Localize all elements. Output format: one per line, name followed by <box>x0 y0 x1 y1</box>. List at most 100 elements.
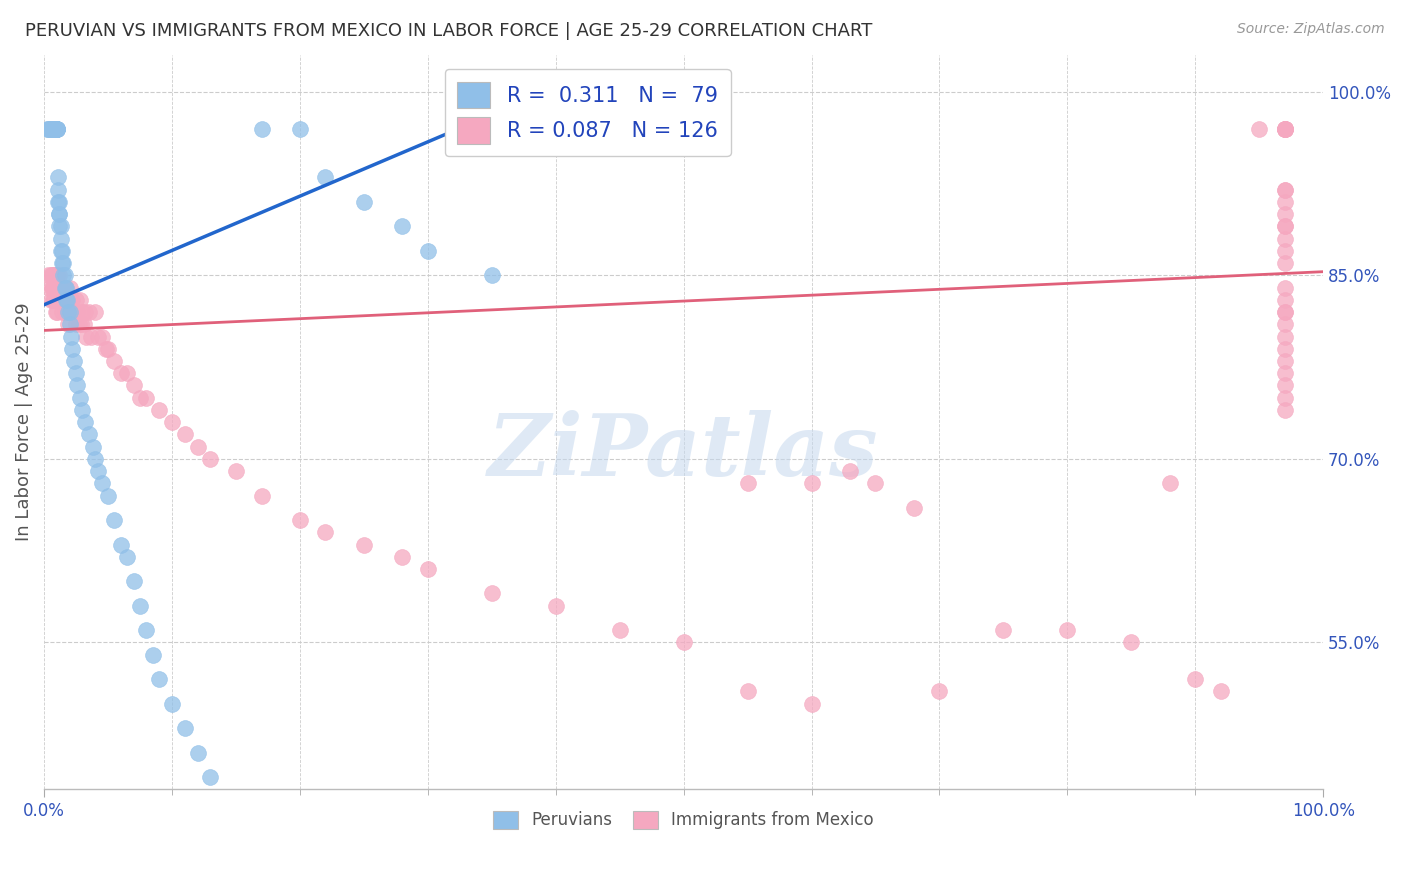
Point <box>56 305 79 319</box>
Point <box>62 354 84 368</box>
Point <box>1274 121 1296 136</box>
Point <box>45 121 67 136</box>
Point <box>45 121 67 136</box>
Point <box>1274 354 1296 368</box>
Point <box>288 513 311 527</box>
Point <box>49 293 72 307</box>
Point <box>737 476 759 491</box>
Point <box>1274 403 1296 417</box>
Point <box>135 391 157 405</box>
Point <box>148 672 170 686</box>
Point <box>110 537 132 551</box>
Y-axis label: In Labor Force | Age 25-29: In Labor Force | Age 25-29 <box>15 303 32 541</box>
Point <box>1056 623 1078 637</box>
Point <box>103 354 125 368</box>
Point <box>1274 219 1296 234</box>
Point <box>1274 329 1296 343</box>
Point <box>90 476 112 491</box>
Point <box>1184 672 1206 686</box>
Text: Source: ZipAtlas.com: Source: ZipAtlas.com <box>1237 22 1385 37</box>
Point <box>45 280 67 294</box>
Point <box>45 305 67 319</box>
Point <box>60 342 83 356</box>
Point <box>44 121 66 136</box>
Point <box>59 329 82 343</box>
Point <box>45 121 67 136</box>
Point <box>1274 194 1296 209</box>
Point <box>1274 342 1296 356</box>
Point <box>66 305 89 319</box>
Point <box>84 305 107 319</box>
Point <box>51 256 73 270</box>
Point <box>1274 121 1296 136</box>
Point <box>1274 391 1296 405</box>
Point <box>48 268 70 283</box>
Point <box>1121 635 1143 649</box>
Point <box>481 586 503 600</box>
Point <box>42 268 65 283</box>
Point <box>63 305 86 319</box>
Point <box>87 329 110 343</box>
Point <box>72 305 94 319</box>
Point <box>1274 232 1296 246</box>
Point <box>66 378 89 392</box>
Point <box>77 305 100 319</box>
Point <box>800 476 823 491</box>
Point <box>44 293 66 307</box>
Point <box>41 280 63 294</box>
Point <box>42 121 65 136</box>
Point <box>148 403 170 417</box>
Point <box>59 280 82 294</box>
Point <box>1274 207 1296 221</box>
Point <box>62 305 84 319</box>
Point <box>35 121 58 136</box>
Point <box>45 121 67 136</box>
Point <box>45 268 67 283</box>
Point <box>39 268 62 283</box>
Point <box>73 415 96 429</box>
Point <box>1249 121 1271 136</box>
Point <box>187 746 209 760</box>
Point <box>69 391 91 405</box>
Point <box>1274 305 1296 319</box>
Point <box>117 366 139 380</box>
Point <box>1274 318 1296 332</box>
Point <box>416 244 439 258</box>
Point <box>288 121 311 136</box>
Point <box>416 562 439 576</box>
Point <box>142 648 165 662</box>
Point <box>45 268 67 283</box>
Point <box>1274 121 1296 136</box>
Point <box>865 476 887 491</box>
Point <box>53 305 76 319</box>
Point <box>135 623 157 637</box>
Point <box>187 440 209 454</box>
Point <box>838 464 860 478</box>
Point <box>46 293 69 307</box>
Point <box>73 305 96 319</box>
Point <box>84 451 107 466</box>
Point <box>82 440 104 454</box>
Point <box>49 232 72 246</box>
Point <box>173 721 195 735</box>
Point <box>65 293 87 307</box>
Point <box>59 318 82 332</box>
Point <box>44 280 66 294</box>
Point <box>51 305 73 319</box>
Point <box>103 513 125 527</box>
Point <box>42 280 65 294</box>
Point <box>110 366 132 380</box>
Point <box>60 293 83 307</box>
Point <box>1274 121 1296 136</box>
Point <box>1159 476 1181 491</box>
Point <box>928 684 950 698</box>
Point <box>58 318 80 332</box>
Point <box>129 391 152 405</box>
Point <box>903 500 925 515</box>
Point <box>72 403 94 417</box>
Point <box>1274 280 1296 294</box>
Point <box>481 268 503 283</box>
Legend: Peruvians, Immigrants from Mexico: Peruvians, Immigrants from Mexico <box>486 804 880 836</box>
Point <box>122 574 145 589</box>
Point <box>53 280 76 294</box>
